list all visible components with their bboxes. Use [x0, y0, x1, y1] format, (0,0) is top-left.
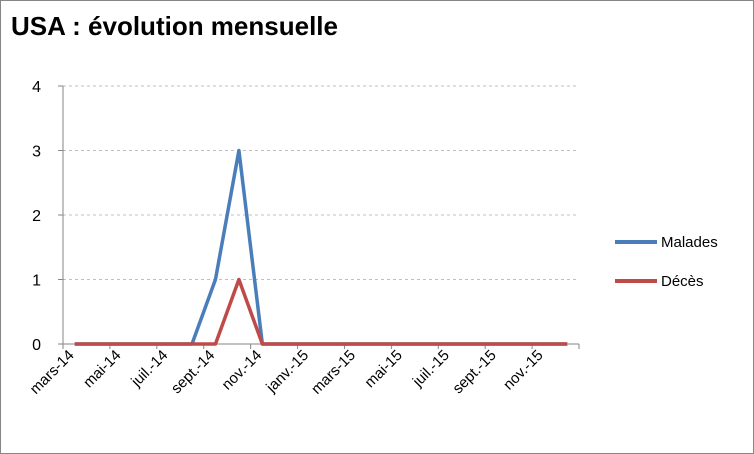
series-line-malades: [74, 148, 568, 346]
y-tick-label: 3: [32, 144, 41, 161]
x-tick-label: juil.-15: [409, 347, 453, 391]
x-tick-label: nov.-14: [219, 347, 266, 394]
legend-swatch-deces: [615, 279, 657, 283]
legend-label-deces: Décès: [661, 272, 704, 290]
x-tick-label: nov.-15: [500, 347, 547, 394]
legend-item-deces: Décès: [615, 266, 718, 296]
x-tick-label: mars-15: [308, 347, 359, 398]
y-tick-label: 1: [32, 273, 41, 290]
x-tick-label: juil.-14: [127, 347, 171, 391]
x-tick-label: janv.-15: [262, 347, 312, 397]
legend-label-malades: Malades: [661, 233, 718, 251]
x-tick-label: sept.-14: [168, 347, 218, 397]
x-tick-label: sept.-15: [449, 347, 499, 397]
series-line-deces: [74, 277, 568, 346]
x-tick-label: mars-14: [27, 347, 78, 398]
chart-title: USA : évolution mensuelle: [11, 11, 338, 41]
legend: Malades Décès: [615, 227, 718, 305]
x-tick-label: mai-14: [80, 347, 124, 391]
y-tick-label: 4: [32, 79, 41, 96]
y-tick-label: 0: [32, 337, 41, 354]
legend-swatch-malades: [615, 240, 657, 244]
y-tick-label: 2: [32, 208, 41, 225]
x-tick-label: mai-15: [361, 347, 405, 391]
legend-item-malades: Malades: [615, 227, 718, 257]
